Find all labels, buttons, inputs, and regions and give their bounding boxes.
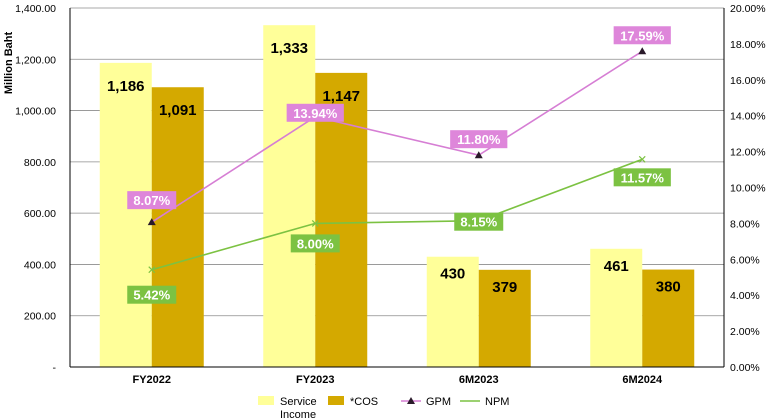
line-label-box: [290, 234, 340, 253]
bar: [151, 87, 204, 368]
bars: [99, 25, 695, 368]
x-tick-label: 6M2023: [459, 374, 499, 386]
legend-label: *COS: [350, 396, 378, 408]
axes: - 200.00 400.00 600.00 800.00 1,000.00 1,200.0…: [15, 3, 766, 386]
x-tick-label: 6M2024: [622, 374, 663, 386]
data-point-marker: [148, 266, 156, 274]
bar: [642, 269, 695, 367]
legend-swatch: [258, 396, 274, 405]
series-lines: [147, 47, 647, 274]
bar: [478, 269, 531, 367]
series-line: [151, 158, 643, 271]
line-value-label: 11.57%: [621, 170, 665, 185]
line-value-label: 8.00%: [297, 236, 334, 251]
bar-value-label: 461: [604, 258, 629, 275]
series-line: [151, 50, 643, 223]
line-value-label: 17.59%: [620, 28, 665, 43]
line-label-box: [127, 285, 177, 304]
bar: [263, 25, 316, 367]
bar-value-label: 380: [656, 279, 681, 296]
y2-tick-label: 18.00%: [730, 39, 766, 51]
data-point-marker: [474, 151, 483, 159]
y2-tick-label: 14.00%: [730, 111, 766, 123]
y-tick-label: 800.00: [24, 157, 56, 169]
data-point-marker: [638, 155, 646, 163]
line-label-box: [613, 26, 671, 45]
line-label-box: [127, 191, 177, 210]
x-tick-label: FY2022: [132, 374, 171, 386]
y-tick-label: 600.00: [24, 208, 56, 220]
y2-tick-label: 16.00%: [730, 75, 766, 87]
data-point-marker: [311, 219, 319, 227]
y2-tick-label: 8.00%: [730, 218, 760, 230]
bar-value-label: 379: [492, 279, 517, 296]
bar-value-label: 1,186: [107, 78, 145, 95]
y2-tick-label: 2.00%: [730, 326, 760, 338]
line-value-label: 5.42%: [133, 288, 170, 303]
legend-label: Service: [280, 396, 317, 408]
y2-tick-label: 4.00%: [730, 290, 760, 302]
y2-tick-label: 10.00%: [730, 183, 766, 195]
data-point-marker: [638, 47, 647, 55]
line-value-label: 13.94%: [293, 106, 338, 121]
bar-value-label: 1,147: [322, 88, 360, 105]
line-value-label: 8.07%: [133, 193, 170, 208]
bar-value-label: 430: [440, 266, 465, 283]
y-axis-label: Million Baht: [3, 32, 15, 95]
y2-tick-label: 20.00%: [730, 3, 766, 15]
legend-label: GPM: [426, 396, 451, 408]
line-value-label: 11.80%: [457, 132, 501, 147]
legend-marker: [407, 397, 415, 404]
y-tick-label: 1,200.00: [15, 54, 56, 66]
y-tick-label: 1,000.00: [15, 106, 56, 118]
bar-value-label: 1,091: [159, 102, 197, 119]
y2-tick-label: 6.00%: [730, 254, 760, 266]
y2-tick-label: 12.00%: [730, 147, 766, 159]
y-tick-label: 1,400.00: [15, 3, 56, 15]
x-tick-label: FY2023: [296, 374, 335, 386]
bar: [590, 248, 643, 367]
bar: [426, 256, 479, 367]
line-label-box: [286, 103, 344, 122]
data-labels: 1,186 1,333 430 461 1,091 1,147 379 380 8.07% 13.…: [107, 26, 681, 304]
legend-label: NPM: [485, 396, 509, 408]
bar-value-label: 1,333: [270, 40, 308, 57]
line-label-box: [454, 212, 504, 231]
line-label-box: [450, 130, 508, 149]
legend-label: Income: [280, 409, 316, 420]
line-label-box: [613, 168, 671, 187]
y-tick-label: 200.00: [24, 311, 56, 323]
y2-tick-label: 0.00%: [730, 362, 760, 374]
bar: [315, 72, 368, 367]
legend-swatch: [328, 396, 344, 405]
line-value-label: 8.15%: [460, 215, 497, 230]
data-point-marker: [147, 218, 156, 226]
y-tick-label: -: [53, 362, 57, 374]
y-tick-label: 400.00: [24, 259, 56, 271]
bar: [99, 62, 152, 368]
